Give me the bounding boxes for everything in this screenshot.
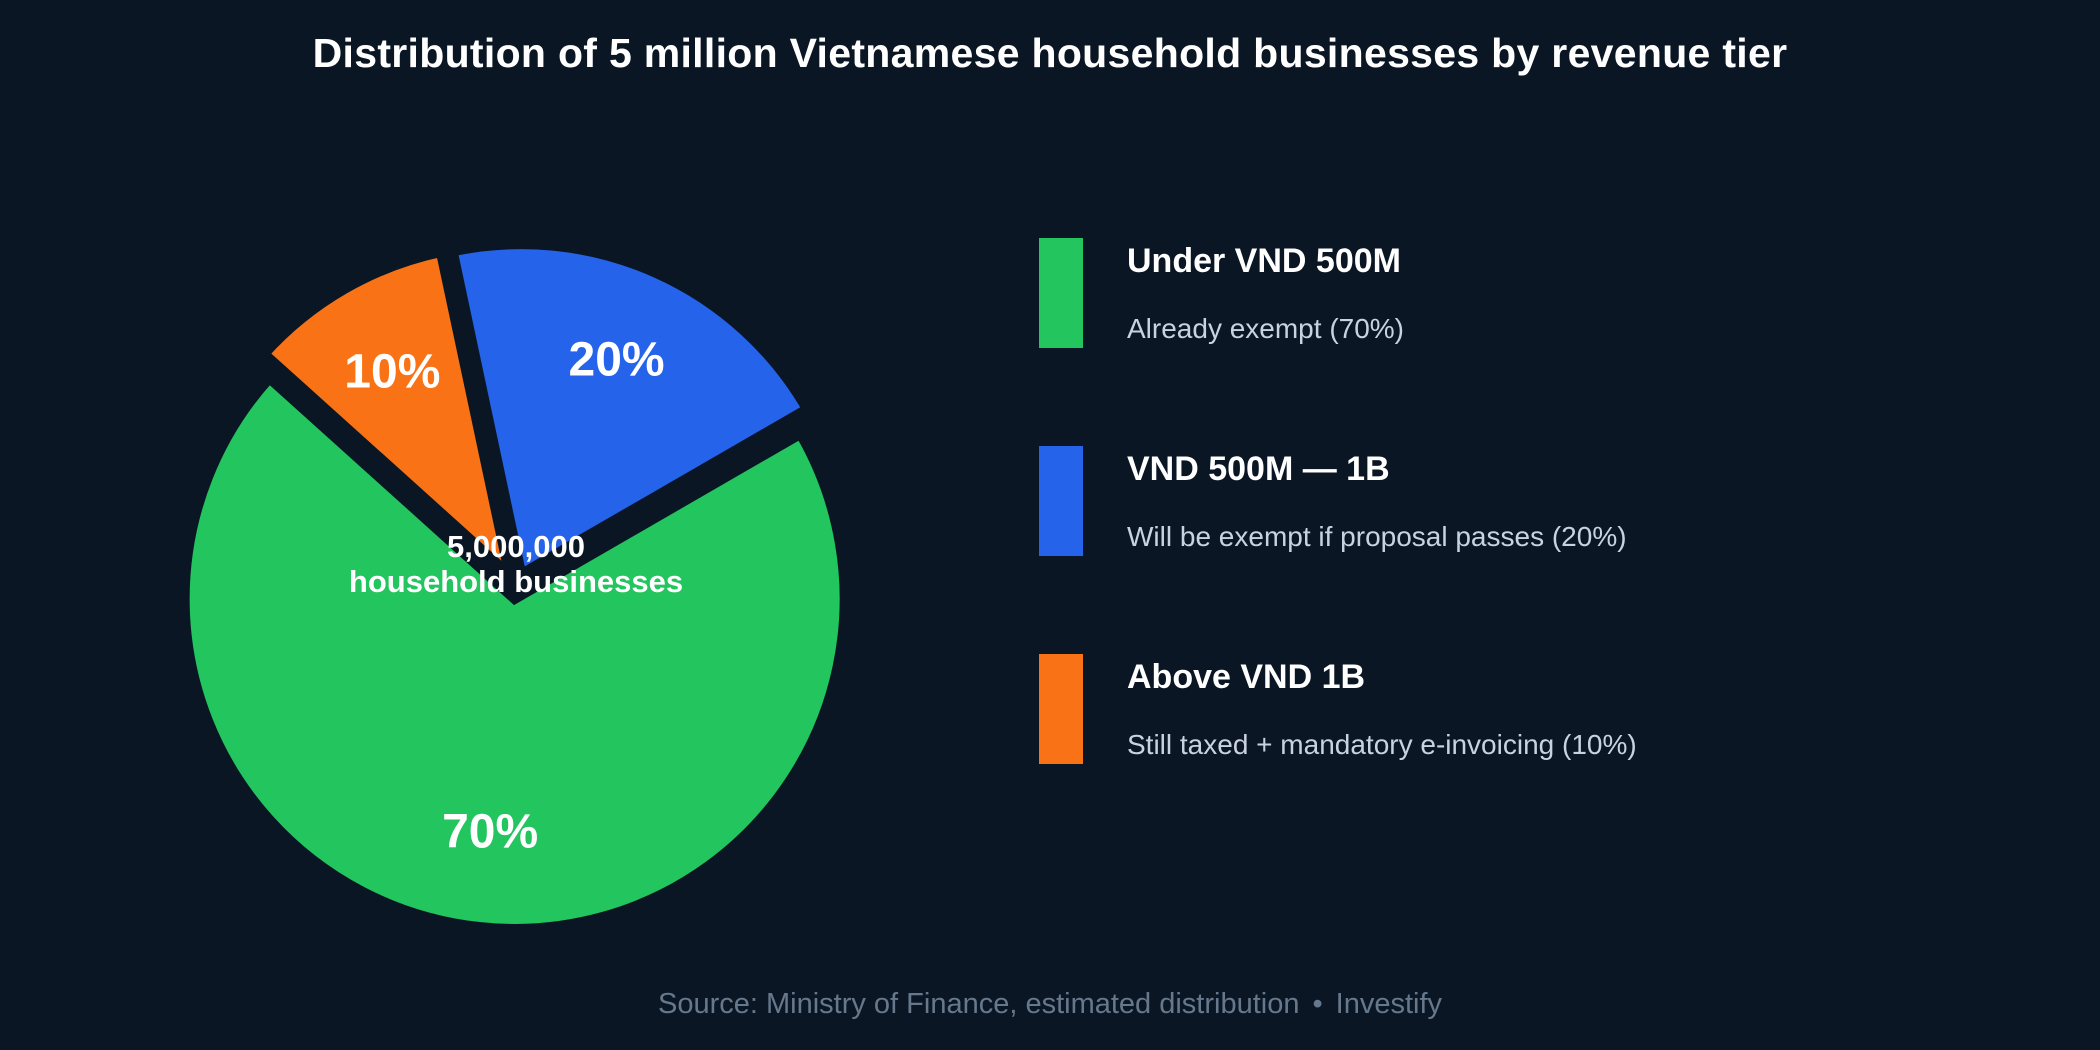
legend-swatch-orange: [1039, 654, 1083, 764]
pie-slice-70%: [179, 371, 850, 934]
legend-item-title: Above VND 1B: [1127, 658, 1366, 696]
legend-item-title: VND 500M — 1B: [1127, 450, 1390, 488]
legend-swatch-green: [1039, 238, 1083, 348]
legend-item-text: Above VND 1B Still taxed + mandatory e-i…: [1127, 654, 1637, 764]
legend-item-above-1b: Above VND 1B Still taxed + mandatory e-i…: [1039, 654, 1637, 764]
pie-slice-20%: [446, 239, 814, 582]
legend-item-description: Already exempt (70%): [1127, 313, 1405, 344]
pie-slice-10%: [257, 246, 518, 589]
bullet-separator: •: [1312, 988, 1323, 1020]
legend-item-text: Under VND 500M Already exempt (70%): [1127, 238, 1404, 348]
legend-item-title: Under VND 500M: [1127, 242, 1401, 280]
legend-item-description: Will be exempt if proposal passes (20%): [1127, 521, 1627, 552]
brand-name: Investify: [1335, 988, 1443, 1020]
legend-item-500m-1b: VND 500M — 1B Will be exempt if proposal…: [1039, 446, 1637, 556]
source-attribution: Source: Ministry of Finance, estimated d…: [0, 988, 2100, 1021]
legend-swatch-blue: [1039, 446, 1083, 556]
slice-pct-label-20%: 20%: [568, 333, 665, 387]
legend-item-under-500m: Under VND 500M Already exempt (70%): [1039, 238, 1637, 348]
legend-item-text: VND 500M — 1B Will be exempt if proposal…: [1127, 446, 1627, 556]
source-text: Source: Ministry of Finance, estimated d…: [657, 988, 1300, 1020]
pie-center-label-line2: household businesses: [348, 564, 684, 599]
pie-center-label-line1: 5,000,000: [447, 528, 585, 564]
slice-pct-label-70%: 70%: [442, 805, 539, 859]
chart-title: Distribution of 5 million Vietnamese hou…: [312, 30, 1788, 76]
legend: Under VND 500M Already exempt (70%) VND …: [1039, 238, 1637, 764]
pie-center-label: 5,000,000 household businesses: [349, 529, 683, 599]
legend-item-description: Still taxed + mandatory e-invoicing (10%…: [1127, 729, 1637, 760]
slice-pct-label-10%: 10%: [344, 345, 441, 399]
